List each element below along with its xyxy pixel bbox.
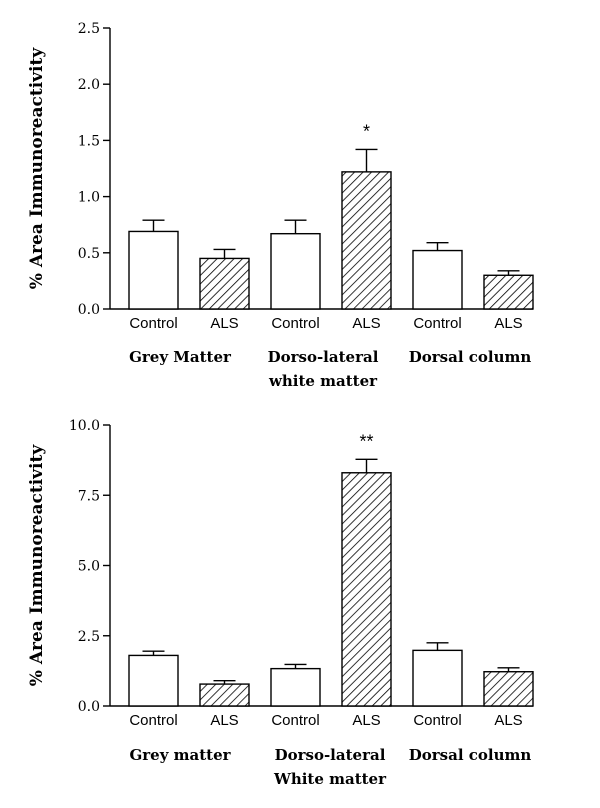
y-tick-label: 0.5 [78, 246, 100, 262]
bar-control-1 [128, 654, 179, 707]
y-tick-label: 7.5 [78, 488, 100, 504]
bar-als-2 [341, 171, 392, 310]
significance-label: * [363, 121, 370, 141]
group-label: White matter [273, 770, 387, 788]
bar-als-1 [199, 257, 250, 310]
category-label: Control [271, 712, 319, 729]
bar-control-3 [412, 649, 463, 707]
group-label: Grey Matter [129, 348, 232, 366]
y-tick-label: 2.0 [78, 77, 100, 93]
group-label: white matter [268, 372, 378, 390]
bar-als-2 [341, 472, 392, 707]
category-label: ALS [352, 315, 380, 332]
bar-control-1 [128, 230, 179, 310]
chart-2: 0.0 2.5 5.0 7.5 10.0 % Area Immunoreactivity C… [27, 418, 534, 788]
group-label: Dorsal column [409, 348, 532, 366]
category-label: Control [413, 712, 461, 729]
bar-als-3 [483, 274, 534, 310]
group-label: Dorso-lateral [275, 746, 386, 764]
y-axis-label: % Area Immunoreactivity [27, 47, 47, 290]
category-label: Control [413, 315, 461, 332]
bar-control-2 [270, 232, 321, 310]
category-label: Control [129, 315, 177, 332]
category-label: Control [271, 315, 319, 332]
y-tick-label: 2.5 [78, 21, 100, 37]
category-label: ALS [210, 712, 238, 729]
category-label: Control [129, 712, 177, 729]
category-label: ALS [494, 712, 522, 729]
y-tick-label: 1.0 [78, 190, 100, 206]
category-label: ALS [494, 315, 522, 332]
y-tick-label: 10.0 [69, 418, 100, 434]
bar-control-2 [270, 667, 321, 707]
y-tick-label: 0.0 [78, 302, 100, 318]
bar-control-3 [412, 249, 463, 310]
category-label: ALS [210, 315, 238, 332]
significance-label: ** [359, 431, 373, 451]
bar-als-3 [483, 671, 534, 707]
group-label: Dorsal column [409, 746, 532, 764]
y-tick-label: 2.5 [78, 629, 100, 645]
y-tick-label: 0.0 [78, 699, 100, 715]
y-tick-label: 5.0 [78, 559, 100, 575]
category-label: ALS [352, 712, 380, 729]
bar-als-1 [199, 683, 250, 707]
y-tick-label: 1.5 [78, 133, 100, 149]
chart-1: 0.0 0.5 1.0 1.5 2.0 2.5 % Area Immunoreactivit… [27, 21, 534, 390]
group-label: Grey matter [129, 746, 231, 764]
group-label: Dorso-lateral [268, 348, 379, 366]
y-axis-label: % Area Immunoreactivity [27, 444, 47, 687]
